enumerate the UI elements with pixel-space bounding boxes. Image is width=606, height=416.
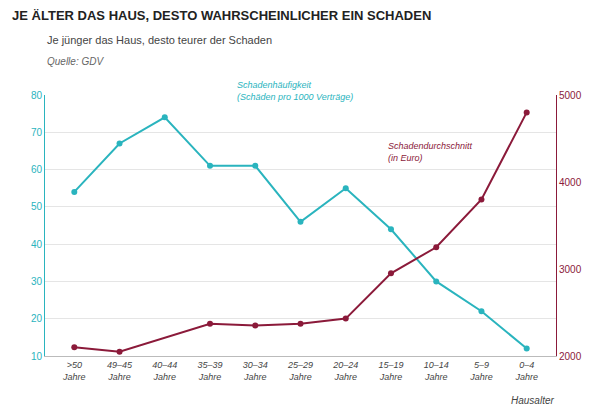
svg-text:25–29Jahre: 25–29Jahre (287, 360, 313, 382)
svg-text:20–24Jahre: 20–24Jahre (332, 360, 358, 382)
svg-text:50: 50 (31, 201, 43, 212)
svg-text:70: 70 (31, 127, 43, 138)
svg-text:5–9Jahre: 5–9Jahre (469, 360, 493, 382)
svg-text:2000: 2000 (559, 351, 582, 362)
svg-text:10: 10 (31, 351, 43, 362)
svg-text:30: 30 (31, 276, 43, 287)
svg-text:15–19Jahre: 15–19Jahre (378, 360, 403, 382)
svg-text:40: 40 (31, 239, 43, 250)
svg-text:5000: 5000 (559, 90, 582, 101)
svg-text:60: 60 (31, 164, 43, 175)
svg-text:80: 80 (31, 90, 43, 101)
svg-text:Je jünger das Haus, desto teur: Je jünger das Haus, desto teurer der Sch… (47, 34, 272, 46)
svg-text:3000: 3000 (559, 264, 582, 275)
svg-text:49–45Jahre: 49–45Jahre (107, 360, 133, 382)
svg-text:10–14Jahre: 10–14Jahre (424, 360, 449, 382)
svg-text:>50Jahre: >50Jahre (62, 360, 86, 382)
svg-text:30–34Jahre: 30–34Jahre (243, 360, 268, 382)
svg-text:Schadendurchschnitt(in Euro): Schadendurchschnitt(in Euro) (388, 141, 473, 163)
svg-text:20: 20 (31, 313, 43, 324)
svg-text:JE ÄLTER DAS HAUS, DESTO WAHRS: JE ÄLTER DAS HAUS, DESTO WAHRSCHEINLICHE… (12, 8, 431, 23)
svg-text:0–4Jahre: 0–4Jahre (514, 360, 538, 382)
svg-text:4000: 4000 (559, 177, 582, 188)
svg-text:Hausalter: Hausalter (511, 395, 554, 406)
svg-text:40–44Jahre: 40–44Jahre (152, 360, 177, 382)
svg-text:Quelle: GDV: Quelle: GDV (47, 56, 104, 67)
svg-text:Schadenhäufigkeit(Schäden pro: Schadenhäufigkeit(Schäden pro 1000 Vertr… (237, 80, 353, 102)
svg-text:35–39Jahre: 35–39Jahre (198, 360, 223, 382)
